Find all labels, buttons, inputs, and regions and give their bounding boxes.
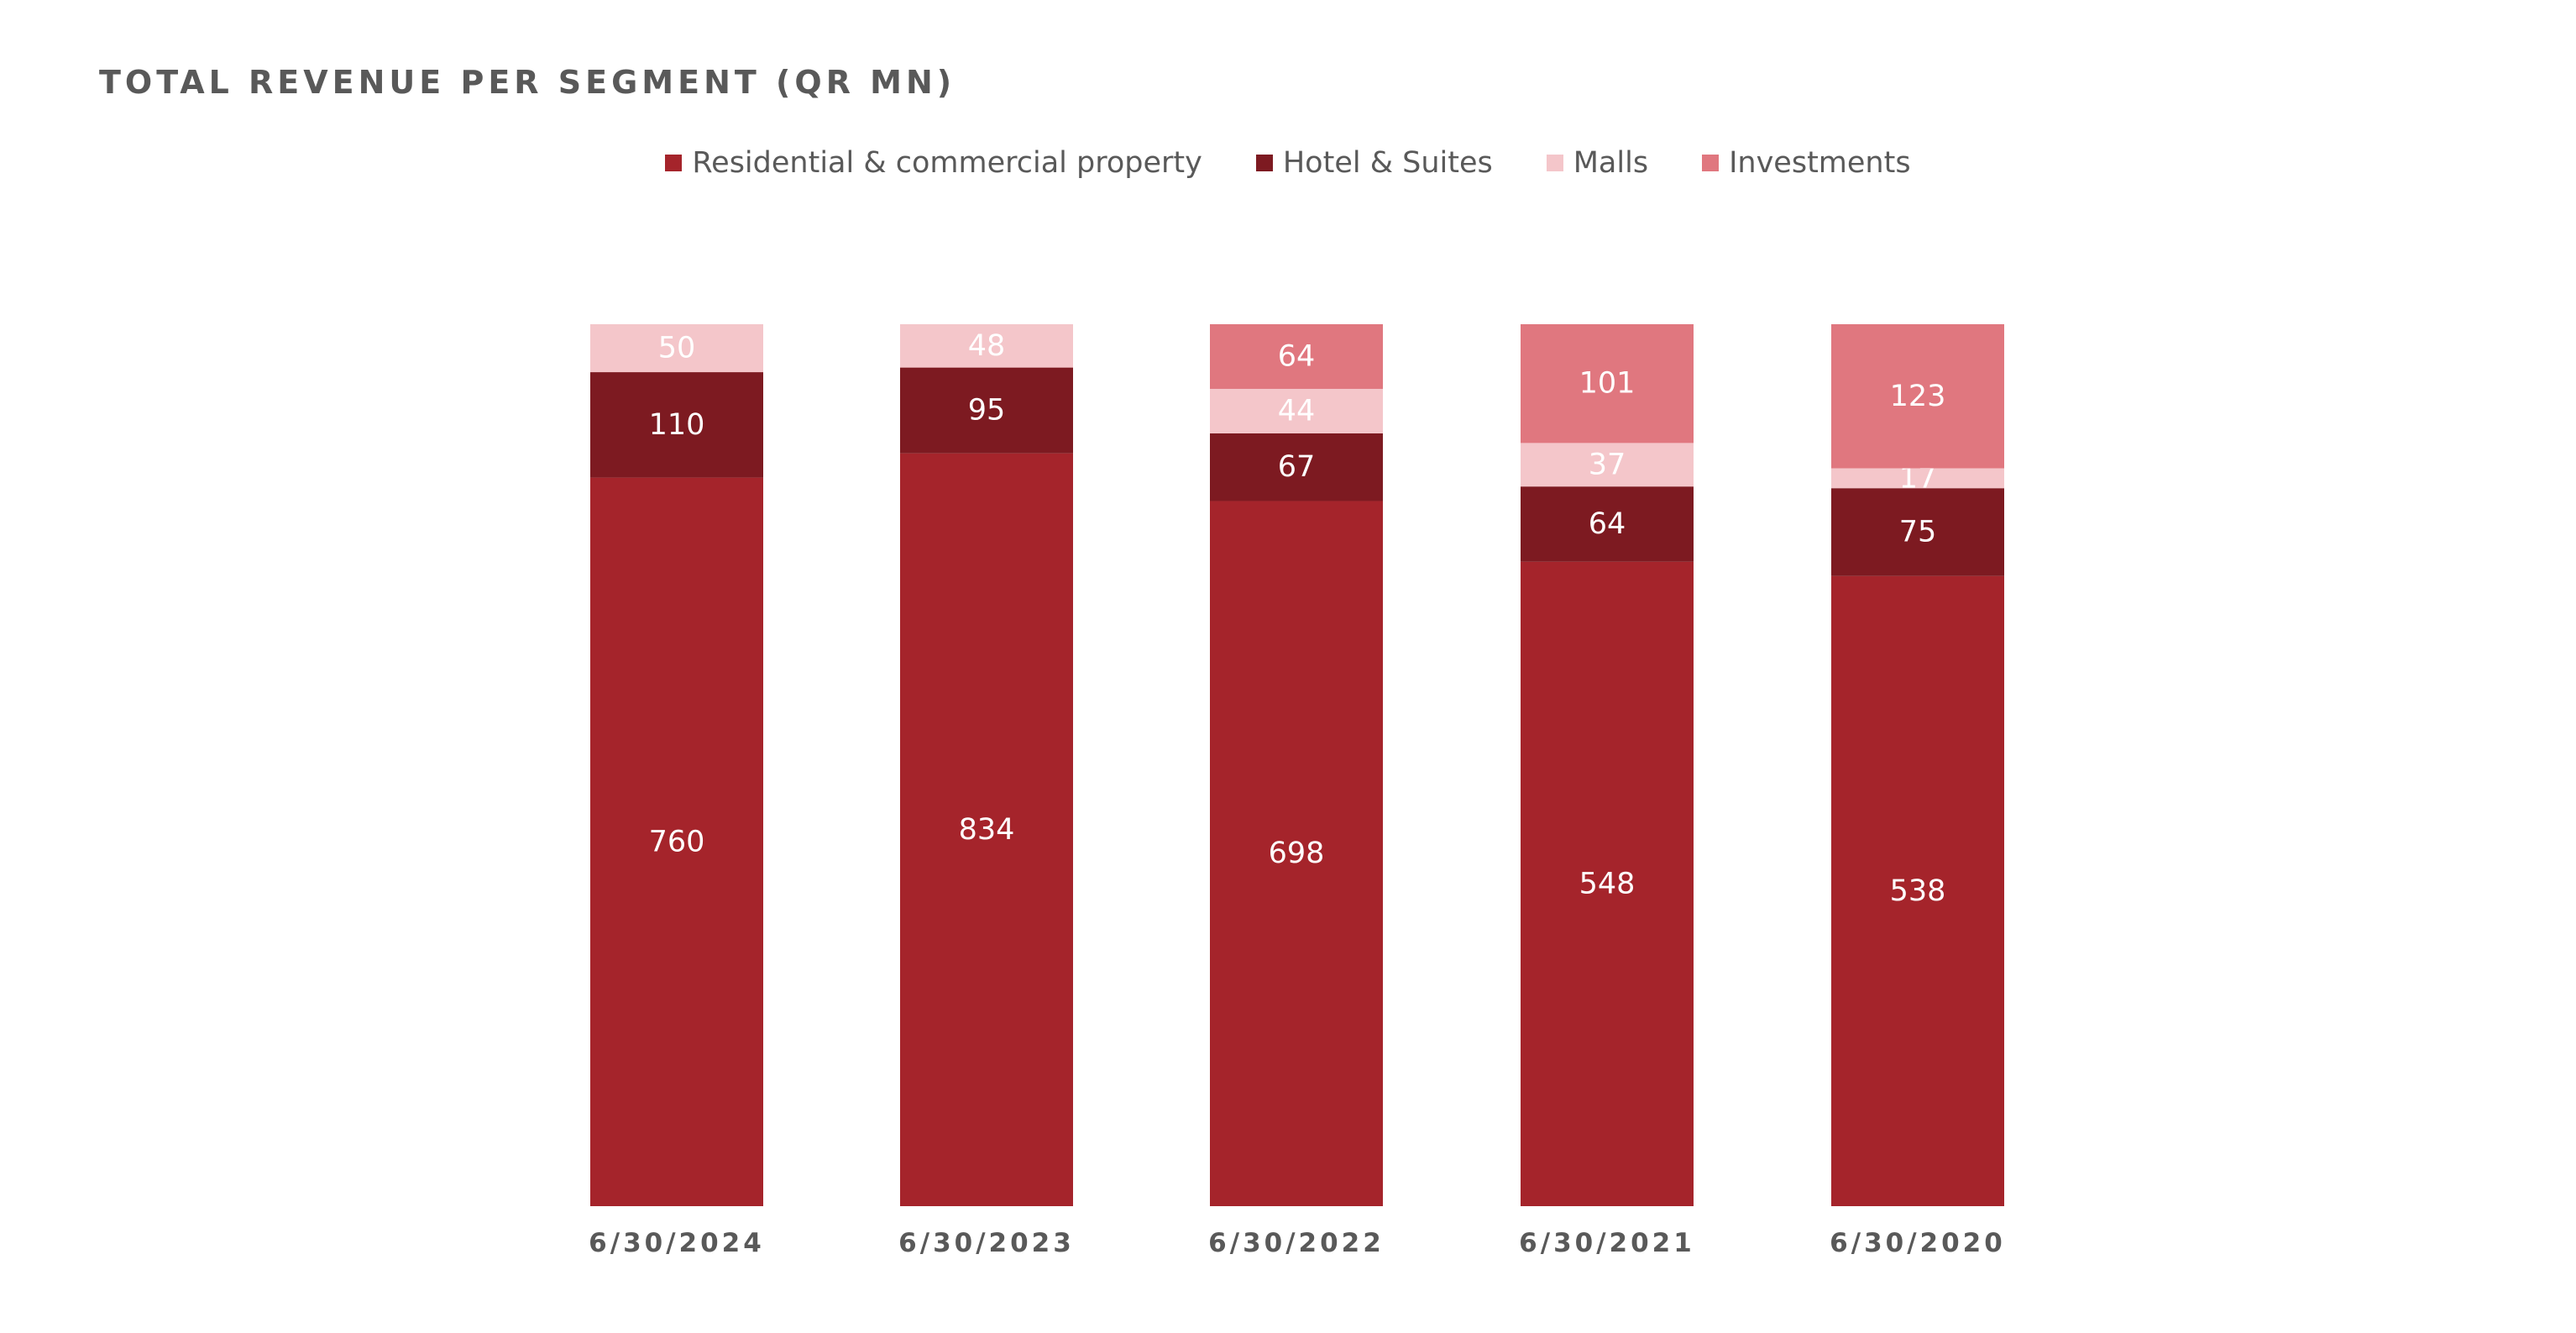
data-label: 123 [1890, 380, 1946, 413]
data-label: 37 [1589, 448, 1626, 481]
legend-label: Malls [1573, 146, 1649, 180]
legend-swatch [665, 155, 683, 171]
data-label: 48 [968, 329, 1006, 363]
data-label: 95 [968, 394, 1006, 428]
bar-segment [1831, 575, 2004, 1206]
legend-item: Hotel & Suites [1255, 146, 1493, 180]
bar-segment [590, 477, 763, 1206]
data-label: 538 [1890, 874, 1946, 908]
bar-segment [1210, 501, 1383, 1206]
bar-segment [1521, 324, 1694, 443]
bar-segment [1831, 488, 2004, 576]
data-label: 110 [649, 408, 705, 442]
x-tick-label: 6/30/2021 [1519, 1228, 1695, 1258]
data-label: 75 [1899, 516, 1937, 549]
legend-swatch [1546, 155, 1563, 171]
data-label: 44 [1278, 394, 1316, 428]
legend-item: Investments [1702, 146, 1911, 180]
x-tick-label: 6/30/2024 [589, 1228, 765, 1258]
data-label: 548 [1579, 867, 1636, 900]
data-label: 50 [658, 332, 696, 365]
data-label: 64 [1278, 339, 1316, 373]
x-tick-label: 6/30/2020 [1830, 1228, 2006, 1258]
x-tick-label: 6/30/2023 [898, 1228, 1075, 1258]
legend-label: Residential & commercial property [692, 146, 1202, 180]
legend-swatch [1702, 155, 1720, 171]
legend-label: Investments [1729, 146, 1911, 180]
data-label: 760 [649, 825, 705, 858]
data-label: 834 [959, 813, 1015, 847]
bar-segment [1831, 324, 2004, 469]
legend-item: Malls [1546, 146, 1649, 180]
bar-segment [590, 324, 763, 373]
bar-segment [1521, 486, 1694, 562]
x-tick-label: 6/30/2022 [1208, 1228, 1385, 1258]
data-label: 67 [1278, 450, 1316, 484]
bar-segment [1521, 561, 1694, 1206]
legend-swatch [1255, 155, 1273, 171]
data-label: 101 [1579, 367, 1636, 401]
chart-legend: Residential & commercial property Hotel &… [0, 146, 2576, 180]
legend-label: Hotel & Suites [1282, 146, 1493, 180]
bar-segment [590, 372, 763, 478]
bar-segment [900, 453, 1073, 1206]
bar-segment [1210, 324, 1383, 389]
bar-segment [900, 324, 1073, 368]
bar-segment [900, 367, 1073, 454]
bar-segment [1210, 388, 1383, 433]
legend-item: Residential & commercial property [665, 146, 1202, 180]
data-label: 698 [1269, 837, 1325, 870]
data-label: 64 [1589, 507, 1626, 541]
bar-segment [1210, 433, 1383, 501]
bar-segment [1521, 443, 1694, 487]
chart-title: TOTAL REVENUE PER SEGMENT (QR MN) [99, 64, 956, 101]
bar-segment [1831, 468, 2004, 489]
